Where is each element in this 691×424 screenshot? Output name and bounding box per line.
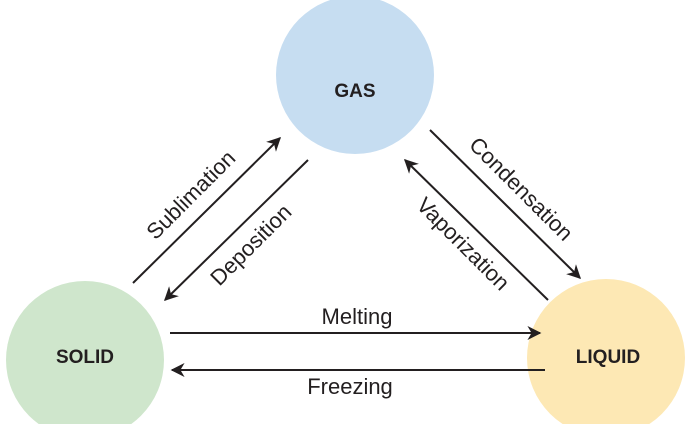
arrow: [403, 159, 549, 301]
edge-label: Freezing: [307, 374, 393, 399]
edge-label: Condensation: [464, 132, 578, 246]
edge-label: Sublimation: [141, 145, 240, 244]
edge-label: Melting: [322, 304, 393, 329]
liquid-node: [527, 279, 685, 424]
edge-label: Deposition: [205, 199, 296, 290]
edge-label: Vaporization: [412, 192, 515, 295]
arrow: [132, 137, 281, 284]
node-label: LIQUID: [576, 347, 640, 368]
solid-node: [6, 281, 164, 424]
node-label: GAS: [334, 81, 375, 102]
gas-node: [276, 0, 434, 154]
node-label: SOLID: [56, 347, 114, 368]
arrow: [163, 159, 309, 301]
arrow: [429, 129, 581, 279]
